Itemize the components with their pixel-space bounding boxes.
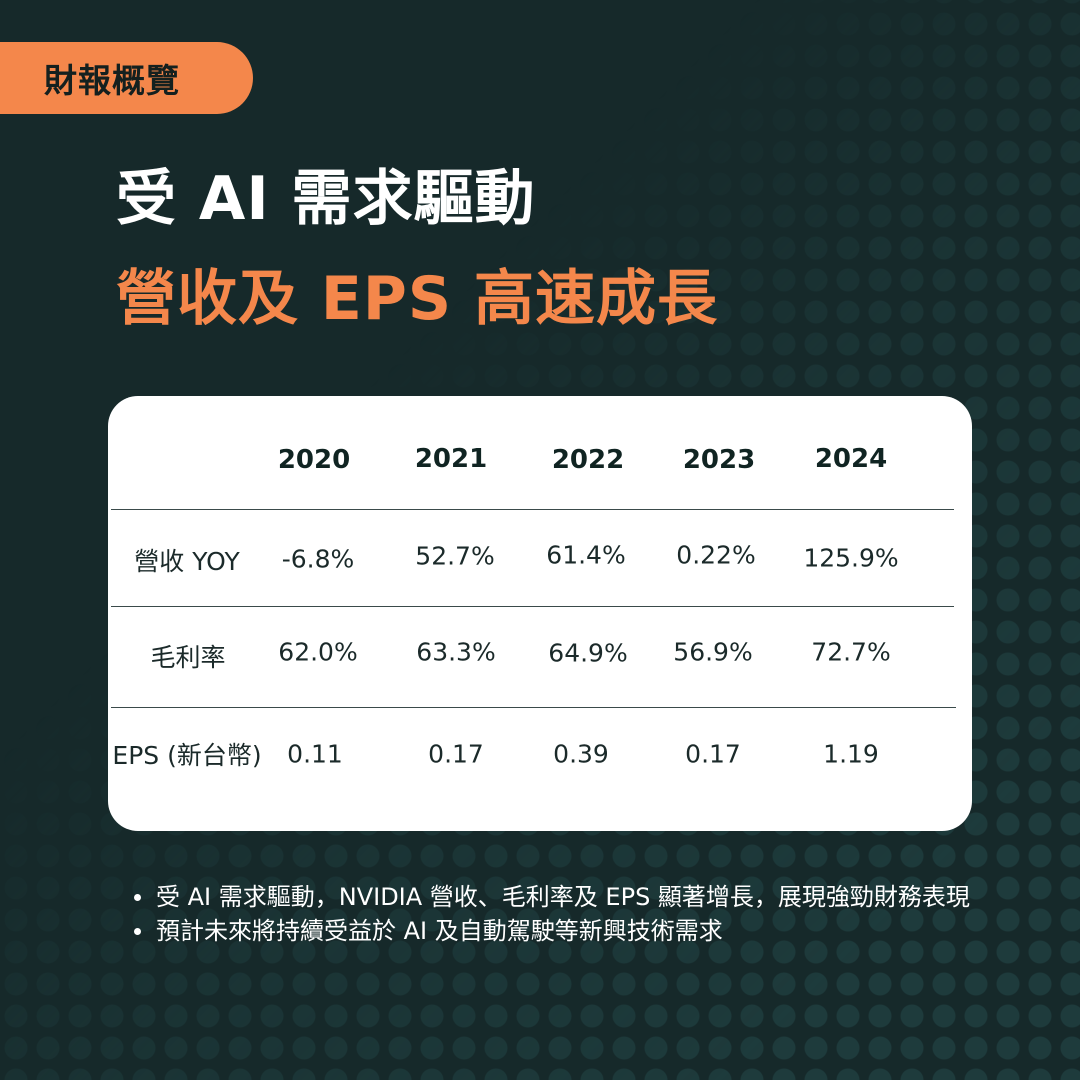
table-cell: 0.22%: [676, 540, 756, 570]
table-cell: 61.4%: [546, 540, 626, 570]
section-tag: 財報概覽: [0, 42, 253, 114]
row-label-eps: EPS (新台幣): [112, 741, 262, 770]
list-item: 預計未來將持續受益於 AI 及自動駕駛等新興技術需求: [130, 914, 990, 948]
table-divider: [111, 509, 954, 510]
headline-line-1: 受 AI 需求驅動: [116, 164, 536, 234]
list-item: 受 AI 需求驅動，NVIDIA 營收、毛利率及 EPS 顯著增長，展現強勁財務…: [130, 880, 990, 914]
table-cell: 56.9%: [673, 637, 753, 667]
bullet-icon: [134, 894, 141, 901]
table-cell: 0.11: [287, 739, 343, 769]
table-cell: 1.19: [823, 739, 879, 769]
table-cell: 62.0%: [278, 637, 358, 667]
headline-line-2: 營收及 EPS 高速成長: [116, 264, 718, 334]
table-cell: 64.9%: [548, 638, 628, 668]
year-header-2022: 2022: [551, 445, 625, 475]
year-header-2020: 2020: [277, 445, 351, 475]
table-cell: 52.7%: [415, 541, 495, 571]
table-cell: 63.3%: [416, 637, 496, 667]
row-label-revenue-yoy: 營收 YOY: [134, 547, 240, 576]
table-cell: 125.9%: [803, 543, 899, 573]
table-divider: [111, 606, 954, 607]
table-cell: 0.17: [685, 739, 741, 769]
year-header-2021: 2021: [414, 444, 488, 474]
notes-list: 受 AI 需求驅動，NVIDIA 營收、毛利率及 EPS 顯著增長，展現強勁財務…: [130, 880, 990, 948]
year-header-2023: 2023: [682, 445, 756, 475]
note-text: 預計未來將持續受益於 AI 及自動駕駛等新興技術需求: [156, 917, 723, 945]
table-cell: 0.17: [428, 739, 484, 769]
table-cell: -6.8%: [281, 544, 355, 574]
note-text: 受 AI 需求驅動，NVIDIA 營收、毛利率及 EPS 顯著增長，展現強勁財務…: [156, 883, 970, 911]
table-divider: [111, 707, 956, 708]
table-cell: 0.39: [553, 739, 609, 769]
table-cell: 72.7%: [811, 637, 891, 667]
row-label-gross-margin: 毛利率: [150, 643, 226, 672]
year-header-2024: 2024: [814, 444, 888, 474]
financial-table-card: 2020 2021 2022 2023 2024 營收 YOY -6.8% 52…: [108, 396, 972, 831]
bullet-icon: [134, 928, 141, 935]
